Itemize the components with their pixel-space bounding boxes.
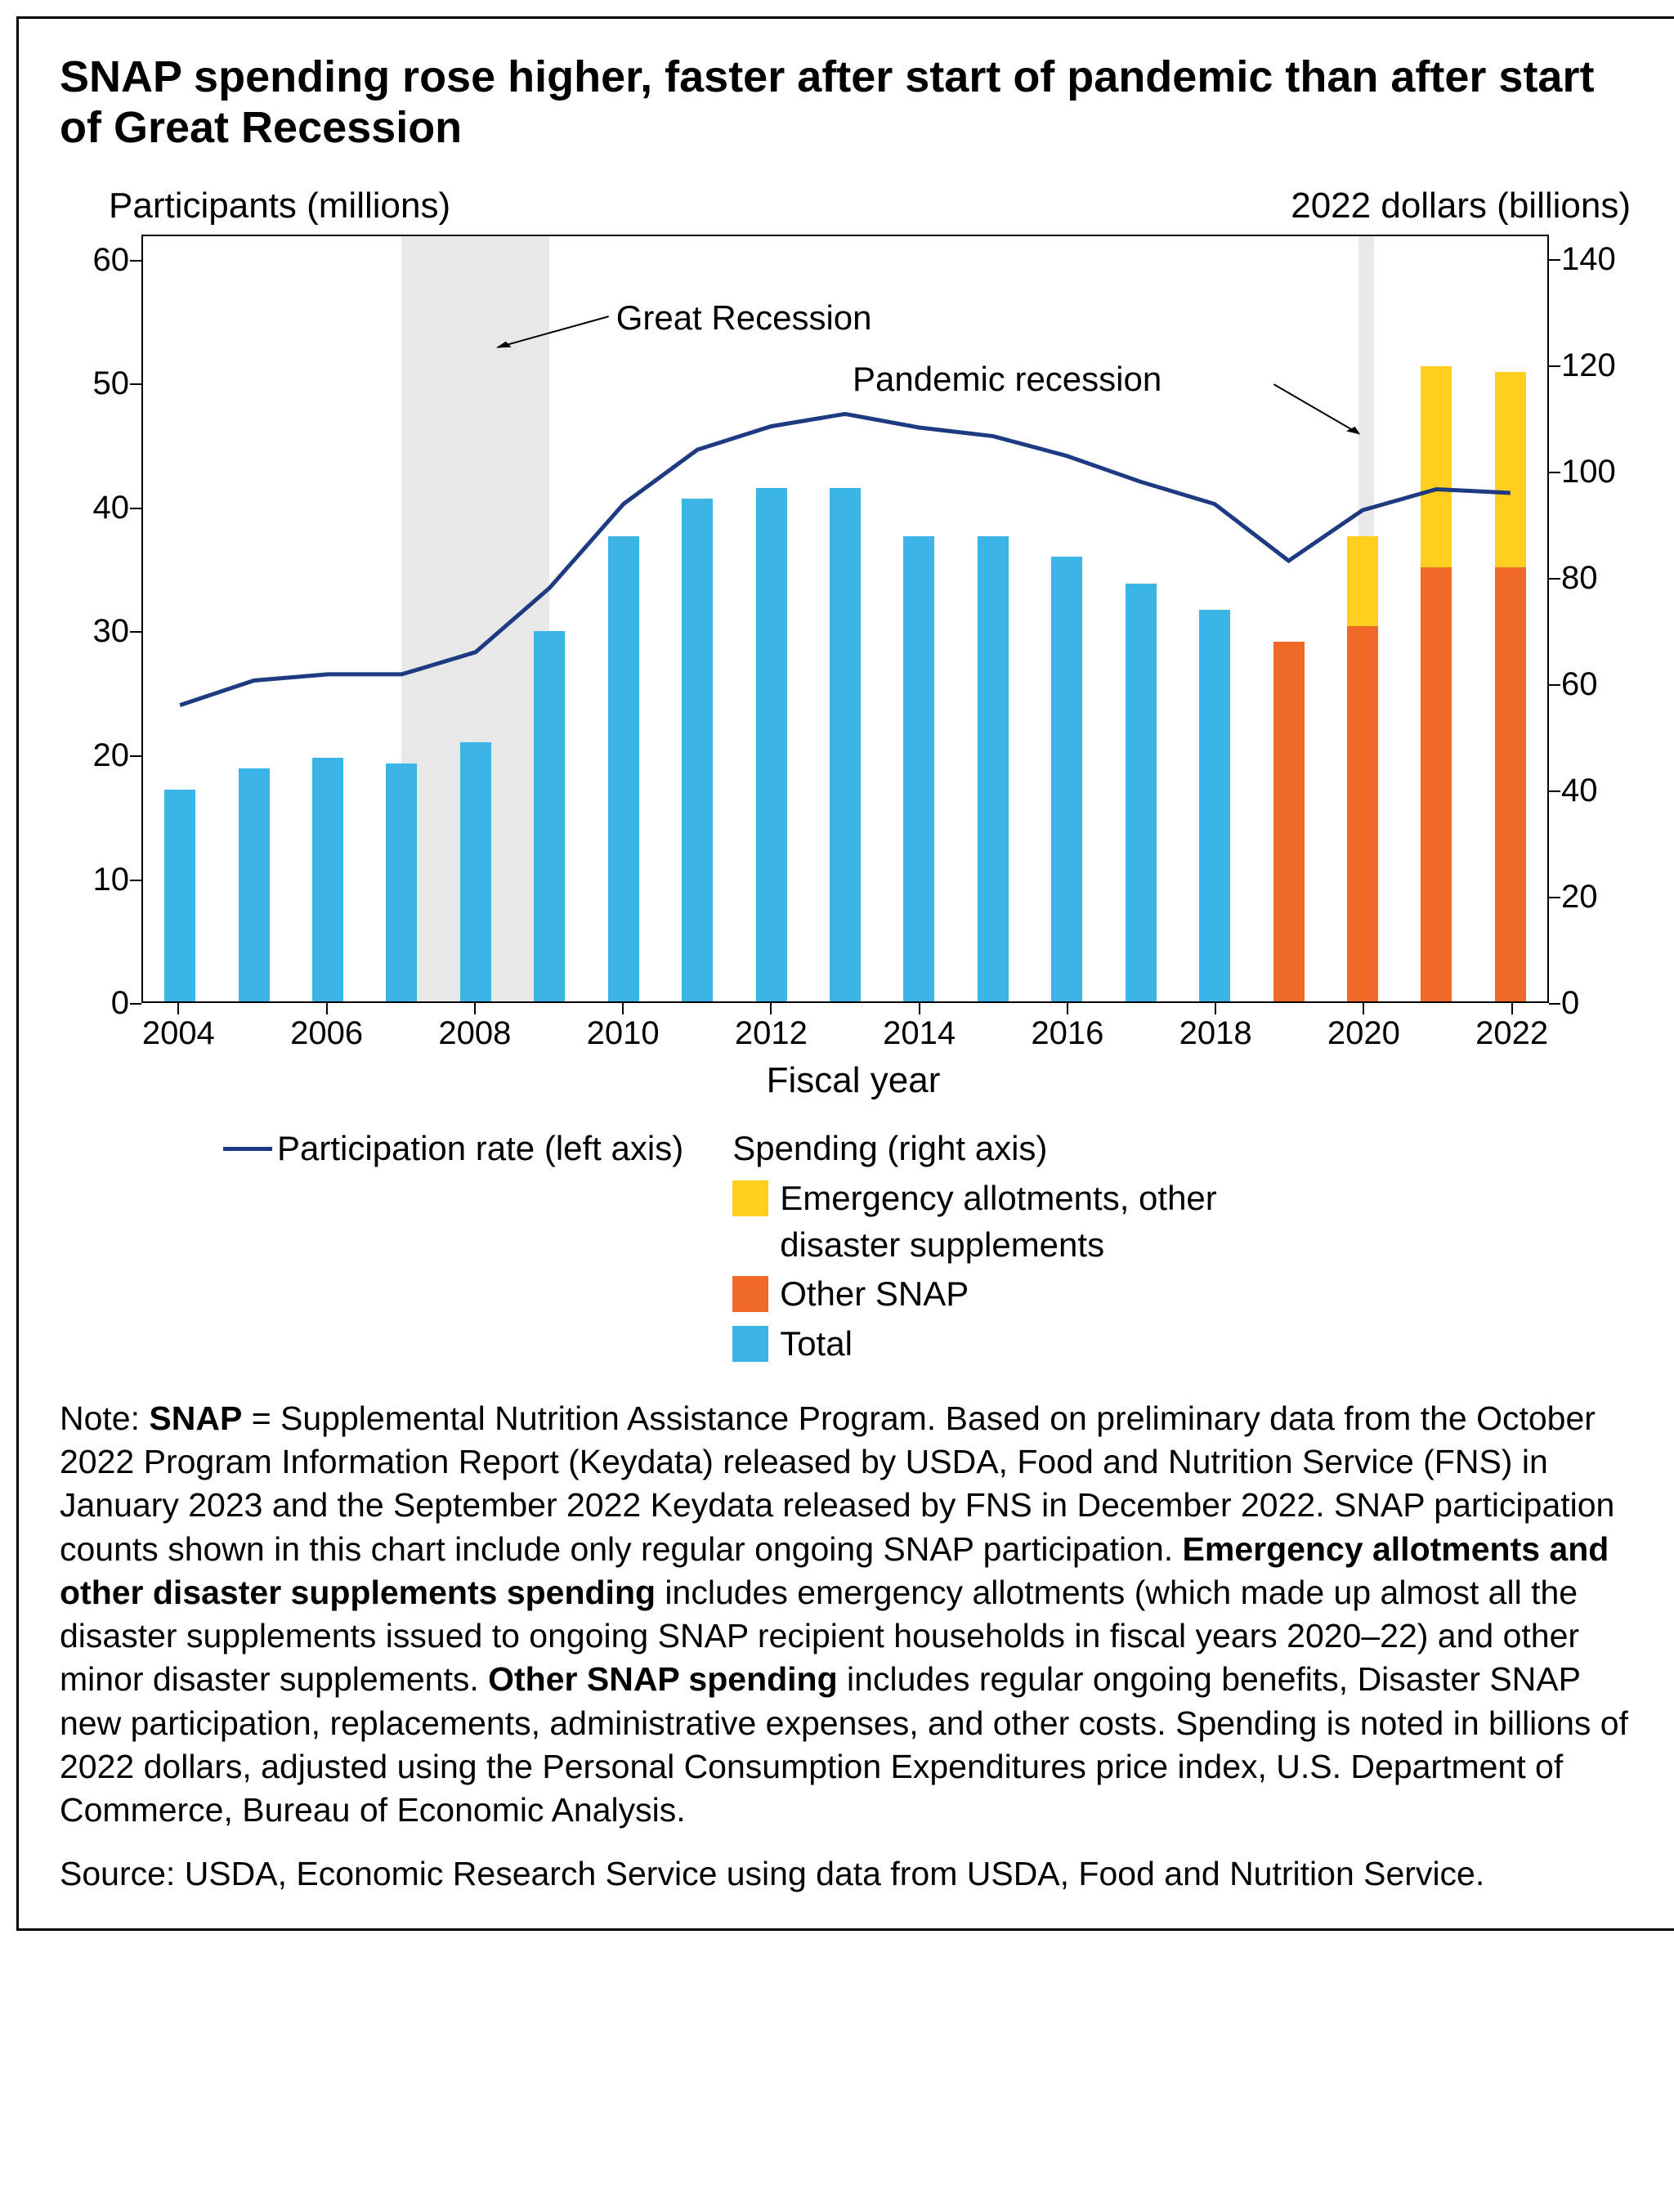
y-right-tick: 100: [1561, 455, 1616, 488]
x-tick: 2004: [142, 1015, 215, 1052]
y-left-tick: 40: [93, 491, 130, 524]
legend-other-label: Other SNAP: [780, 1271, 969, 1318]
y-left-tick: 10: [93, 863, 130, 896]
legend-emergency: Emergency allotments, other disaster sup…: [732, 1175, 1287, 1268]
plot-area: Great Recession Pandemic recession: [141, 235, 1549, 1003]
x-tick: 2022: [1475, 1015, 1548, 1052]
x-tick: 2018: [1179, 1015, 1252, 1052]
x-tick: 2014: [883, 1015, 956, 1052]
legend-spending-header: Spending (right axis): [732, 1126, 1287, 1172]
x-tick: 2012: [735, 1015, 808, 1052]
axis-labels-row: Participants (millions) 2022 dollars (bi…: [60, 186, 1647, 226]
note-b1: SNAP: [149, 1399, 242, 1437]
legend-swatch-other: [732, 1276, 768, 1312]
annotation-great-recession: Great Recession: [616, 298, 872, 338]
legend-other: Other SNAP: [732, 1271, 1287, 1318]
y-right-tick: 60: [1561, 668, 1598, 701]
plot-wrapper: 0 10 20 30 40 50 60 0 20 40 60 80 100 120 140 Great R…: [60, 235, 1647, 1052]
legend-total-label: Total: [780, 1321, 853, 1368]
note-p1: Note:: [60, 1399, 149, 1437]
chart-title: SNAP spending rose higher, faster after …: [60, 51, 1647, 153]
y-right-tick: 20: [1561, 880, 1598, 913]
y-left-tick: 50: [93, 367, 130, 400]
source-text: Source: USDA, Economic Research Service …: [60, 1852, 1647, 1896]
y-right-tick: 140: [1561, 243, 1616, 275]
x-tick: 2010: [587, 1015, 660, 1052]
x-axis-label: Fiscal year: [60, 1060, 1647, 1101]
y-right-tick: 120: [1561, 349, 1616, 382]
y-right-tick: 40: [1561, 774, 1598, 807]
x-tick: 2020: [1327, 1015, 1400, 1052]
legend-participation-label: Participation rate (left axis): [277, 1126, 683, 1172]
legend-emergency-label: Emergency allotments, other disaster sup…: [780, 1175, 1287, 1268]
x-tick: 2006: [290, 1015, 363, 1052]
legend-line-swatch: [223, 1147, 272, 1151]
right-axis-label: 2022 dollars (billions): [1291, 186, 1631, 226]
y-left-tick: 0: [111, 987, 129, 1019]
legend-total: Total: [732, 1321, 1287, 1368]
legend-spending-block: Spending (right axis) Emergency allotmen…: [732, 1126, 1287, 1367]
chart-container: SNAP spending rose higher, faster after …: [16, 16, 1674, 1931]
participation-line: [180, 414, 1511, 705]
y-right-ticks: 020406080100120140: [1553, 235, 1647, 1003]
legend: Participation rate (left axis) Spending …: [60, 1126, 1647, 1367]
legend-swatch-total: [732, 1326, 768, 1362]
left-axis-label: Participants (millions): [109, 186, 450, 226]
y-left-tick: 60: [93, 244, 130, 276]
note-text: Note: SNAP = Supplemental Nutrition Assi…: [60, 1397, 1647, 1833]
y-left-tick: 20: [93, 739, 130, 772]
line-layer: [143, 236, 1547, 1001]
y-right-tick: 80: [1561, 562, 1598, 594]
x-tick: 2008: [438, 1015, 511, 1052]
y-left-tick: 30: [93, 615, 130, 647]
y-left-ticks: 0102030405060: [60, 235, 137, 1003]
legend-swatch-emergency: [732, 1180, 768, 1216]
annotation-pandemic: Pandemic recession: [853, 360, 1162, 399]
legend-participation: Participation rate (left axis): [223, 1126, 683, 1172]
x-tick: 2016: [1031, 1015, 1103, 1052]
x-ticks: 2004 2006 2008 2010 2012 2014 2016 2018 2020 2022: [141, 1007, 1549, 1052]
note-b3: Other SNAP spending: [488, 1660, 838, 1698]
y-right-tick: 0: [1561, 987, 1579, 1019]
